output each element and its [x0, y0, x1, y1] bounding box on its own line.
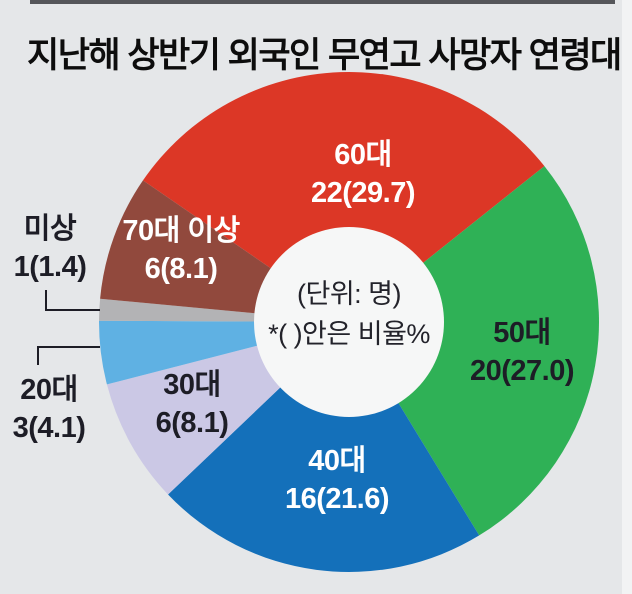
leader-line-20s — [37, 346, 100, 365]
slice-label-40s-value: 16(21.6) — [284, 483, 390, 515]
slice-label-60s-value: 22(29.7) — [310, 177, 416, 209]
top-rule — [30, 0, 615, 4]
pie-slice-50대 — [349, 166, 599, 536]
slice-label-70s-plus: 70대 이상 6(8.1) — [122, 212, 240, 288]
slice-label-unknown-name: 미상 — [23, 213, 77, 245]
slice-label-20s-name: 20대 — [20, 374, 78, 406]
leader-line-unknown — [45, 290, 100, 311]
pie-slice-60대 — [142, 72, 545, 322]
slice-label-unknown-value: 1(1.4) — [13, 251, 87, 283]
pie-slice-40대 — [168, 322, 480, 572]
slice-label-30s-name: 30대 — [163, 369, 221, 401]
slice-label-30s: 30대 6(8.1) — [156, 366, 229, 442]
slice-label-60s-name: 60대 — [334, 139, 392, 171]
slice-label-40s: 40대 16(21.6) — [284, 442, 390, 518]
slice-label-20s-value: 3(4.1) — [12, 412, 86, 444]
slice-label-50s-name: 50대 — [493, 317, 551, 349]
page-title: 지난해 상반기 외국인 무연고 사망자 연령대 — [27, 36, 622, 75]
donut-hole — [254, 227, 444, 417]
slice-label-50s-value: 20(27.0) — [469, 355, 575, 387]
slice-label-60s: 60대 22(29.7) — [310, 136, 416, 212]
right-edge-strip — [622, 0, 632, 594]
center-note-legend: *( )안은 비율% — [268, 319, 430, 349]
slice-label-50s: 50대 20(27.0) — [469, 314, 575, 390]
slice-label-30s-value: 6(8.1) — [155, 407, 229, 439]
slice-label-40s-name: 40대 — [308, 445, 366, 477]
slice-label-20s: 20대 3(4.1) — [13, 371, 86, 447]
slice-label-70s-plus-value: 6(8.1) — [144, 253, 218, 285]
center-note: (단위: 명) *( )안은 비율% — [268, 274, 430, 354]
slice-label-70s-plus-name: 70대 이상 — [122, 215, 240, 247]
center-note-unit: (단위: 명) — [296, 279, 402, 309]
slice-label-unknown: 미상 1(1.4) — [14, 210, 87, 286]
